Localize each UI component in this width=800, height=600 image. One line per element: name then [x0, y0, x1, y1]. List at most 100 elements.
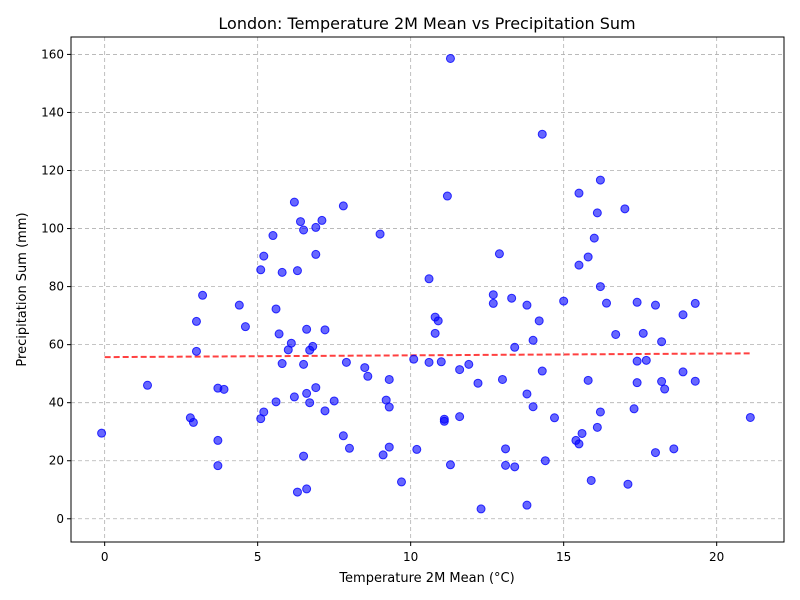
data-point — [268, 231, 278, 241]
y-axis-ticks: 0 20 40 60 80 100 120 140 160 — [41, 47, 71, 526]
data-point — [219, 384, 229, 394]
data-point — [256, 265, 266, 275]
data-point — [433, 316, 443, 326]
x-tick-label: 20 — [709, 550, 724, 564]
data-point — [430, 328, 440, 338]
data-point — [690, 376, 700, 386]
data-point — [455, 365, 465, 375]
chart-title: London: Temperature 2M Mean vs Precipita… — [218, 14, 635, 33]
x-axis-label: Temperature 2M Mean (°C) — [338, 571, 514, 586]
data-point — [213, 461, 223, 471]
data-point — [510, 462, 520, 472]
data-point — [277, 267, 287, 277]
data-point — [191, 346, 201, 356]
data-points — [97, 53, 755, 514]
data-point — [510, 342, 520, 352]
y-tick-label: 60 — [49, 338, 64, 352]
data-point — [442, 191, 452, 201]
grid-lines — [71, 37, 784, 542]
data-point — [424, 274, 434, 284]
y-tick-label: 20 — [49, 454, 64, 468]
y-tick-label: 40 — [49, 396, 64, 410]
y-tick-label: 120 — [41, 164, 64, 178]
data-point — [188, 417, 198, 427]
data-point — [611, 329, 621, 339]
data-point — [375, 229, 385, 239]
data-point — [299, 225, 309, 235]
data-point — [589, 233, 599, 243]
data-point — [274, 329, 284, 339]
x-tick-label: 5 — [254, 550, 262, 564]
data-point — [574, 188, 584, 198]
data-point — [602, 298, 612, 308]
y-axis-label: Precipitation Sum (mm) — [15, 212, 30, 366]
data-point — [338, 201, 348, 211]
data-point — [455, 412, 465, 422]
y-tick-label: 80 — [49, 280, 64, 294]
data-point — [476, 504, 486, 514]
data-point — [271, 304, 281, 314]
data-point — [657, 377, 667, 387]
data-point — [507, 293, 517, 303]
x-tick-label: 10 — [403, 550, 418, 564]
data-point — [690, 298, 700, 308]
data-point — [650, 300, 660, 310]
data-point — [638, 328, 648, 338]
data-point — [344, 443, 354, 453]
data-point — [501, 444, 511, 454]
data-point — [296, 217, 306, 227]
data-point — [445, 460, 455, 470]
data-point — [595, 175, 605, 185]
data-point — [464, 359, 474, 369]
data-point — [329, 396, 339, 406]
data-point — [592, 422, 602, 432]
data-point — [311, 383, 321, 393]
data-point — [292, 266, 302, 276]
data-point — [501, 460, 511, 470]
data-point — [745, 412, 755, 422]
data-point — [473, 378, 483, 388]
data-point — [559, 296, 569, 306]
data-point — [592, 208, 602, 218]
data-point — [286, 338, 296, 348]
data-point — [240, 322, 250, 332]
x-tick-label: 15 — [556, 550, 571, 564]
data-point — [534, 316, 544, 326]
data-point — [574, 439, 584, 449]
data-point — [338, 431, 348, 441]
data-point — [289, 197, 299, 207]
data-point — [305, 398, 315, 408]
data-point — [629, 404, 639, 414]
data-point — [528, 402, 538, 412]
y-tick-label: 160 — [41, 47, 64, 61]
data-point — [320, 325, 330, 335]
data-point — [299, 359, 309, 369]
data-point — [143, 380, 153, 390]
data-point — [341, 357, 351, 367]
data-point — [522, 389, 532, 399]
data-point — [289, 392, 299, 402]
data-point — [378, 450, 388, 460]
data-point — [439, 416, 449, 426]
data-point — [97, 428, 107, 438]
data-point — [445, 53, 455, 63]
data-point — [660, 384, 670, 394]
data-point — [497, 374, 507, 384]
data-point — [522, 500, 532, 510]
data-point — [396, 477, 406, 487]
data-point — [277, 359, 287, 369]
data-point — [384, 374, 394, 384]
data-point — [669, 444, 679, 454]
data-point — [577, 428, 587, 438]
data-point — [522, 300, 532, 310]
data-point — [213, 435, 223, 445]
data-point — [632, 356, 642, 366]
data-point — [488, 290, 498, 300]
data-point — [360, 363, 370, 373]
data-point — [302, 484, 312, 494]
data-point — [317, 215, 327, 225]
data-point — [574, 260, 584, 270]
data-point — [678, 310, 688, 320]
